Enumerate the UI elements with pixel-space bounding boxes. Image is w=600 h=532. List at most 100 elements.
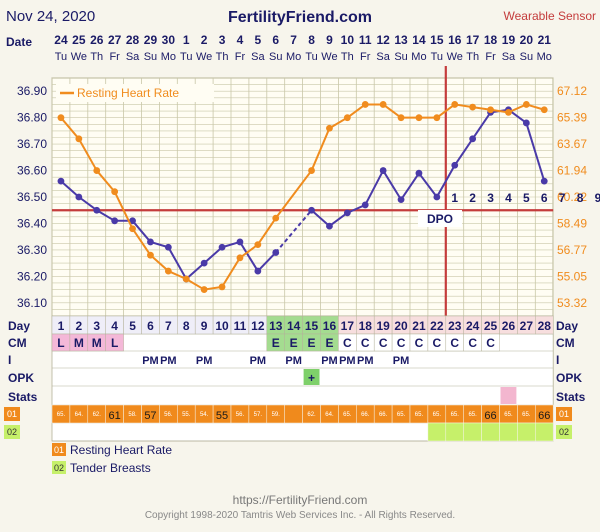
intercourse-value: PM [250, 355, 267, 367]
y-left-tick-label: 36.70 [17, 137, 47, 151]
temperature-segment [328, 212, 348, 227]
heart-rate-value: 55 [216, 410, 228, 422]
weekday-label: Fr [109, 51, 120, 63]
footer-url[interactable]: https://FertilityFriend.com [233, 493, 368, 507]
row-code-box [4, 425, 20, 439]
temperature-point [540, 177, 548, 185]
y-left-tick-label: 36.20 [17, 269, 47, 283]
legend-heart-rate-label: Resting Heart Rate [70, 443, 172, 457]
weekday-label: Th [341, 51, 354, 63]
weekday-label: We [447, 51, 463, 63]
y-left-tick-label: 36.90 [17, 84, 47, 98]
weekday-label: We [321, 51, 337, 63]
date-tick-label: 21 [538, 33, 552, 47]
temperature-segment [167, 246, 188, 280]
cm-value: C [379, 336, 388, 350]
cycle-day-label: 27 [520, 319, 534, 333]
temperature-segment [453, 138, 474, 166]
cycle-day-label: 9 [201, 319, 208, 333]
row-code-label: 02 [7, 427, 17, 437]
cm-value: E [272, 336, 280, 350]
dpo-day-label: 7 [559, 191, 566, 205]
heart-rate-value: 66. [379, 412, 388, 418]
cycle-day-label: 19 [376, 319, 390, 333]
cycle-day-label: 13 [269, 319, 283, 333]
temperature-point [361, 201, 369, 209]
temperature-segment [60, 180, 80, 198]
cycle-day-label: 6 [147, 319, 154, 333]
date-tick-label: 30 [162, 33, 176, 47]
opk-cell [303, 369, 320, 385]
temperature-segment [239, 241, 259, 272]
date-tick-label: 13 [394, 33, 408, 47]
temperature-point [164, 243, 172, 251]
date-tick-label: 2 [201, 33, 208, 47]
temperature-point [111, 217, 119, 225]
cycle-day-label: 11 [234, 319, 247, 333]
heart-rate-point [361, 101, 369, 108]
cycle-day-label: 4 [111, 319, 118, 333]
cycle-day-label: 18 [359, 319, 373, 333]
intercourse-value: PM [357, 355, 374, 367]
cm-value: C [468, 336, 477, 350]
heart-rate-segment [328, 116, 348, 130]
heart-rate-segment [185, 278, 205, 291]
y-right-tick-label: 58.49 [557, 216, 587, 230]
heart-rate-segment [310, 127, 331, 171]
weekday-label: Sa [376, 51, 390, 63]
heart-rate-point [200, 286, 208, 293]
temperature-segment [257, 251, 277, 272]
cycle-day-label: 2 [76, 319, 83, 333]
intercourse-value: PM [160, 355, 177, 367]
heart-rate-value: 56. [164, 412, 173, 418]
y-right-tick-label: 65.39 [557, 111, 587, 125]
site-title[interactable]: FertilityFriend.com [228, 9, 372, 26]
y-right-tick-label: 67.12 [557, 84, 587, 98]
heart-rate-point [111, 188, 119, 196]
date-tick-label: 8 [308, 33, 315, 47]
row-code-box [4, 407, 20, 421]
heart-rate-segment [60, 117, 80, 140]
weekday-label: Tu [431, 51, 443, 63]
heart-rate-value: 65. [343, 412, 352, 418]
temperature-segment [185, 262, 205, 280]
cm-value: C [343, 336, 352, 350]
temperature-segment [364, 170, 385, 206]
heart-rate-segment [113, 191, 134, 230]
heart-rate-value: 62. [307, 412, 316, 418]
heart-rate-point [415, 114, 423, 122]
tender-breasts-cell [517, 422, 536, 442]
heart-rate-point [218, 283, 226, 291]
footer-copyright: Copyright 1998-2020 Tamtris Web Services… [145, 510, 455, 521]
date-tick-label: 27 [108, 33, 122, 47]
weekday-label: We [196, 51, 212, 63]
date-row-label: Date [6, 35, 32, 49]
row-code-box-right [556, 425, 572, 439]
temperature-point [433, 193, 441, 201]
y-left-tick-label: 36.50 [17, 190, 47, 204]
temperature-point [218, 243, 226, 251]
chart-lines [52, 66, 554, 424]
dpo-day-label: 3 [487, 191, 494, 205]
cycle-day-label: 21 [412, 319, 426, 333]
temperature-point [75, 193, 83, 201]
temperature-point [308, 206, 315, 214]
date-tick-label: 1 [183, 33, 190, 47]
date-tick-label: 9 [326, 33, 333, 47]
heart-rate-value: 65. [415, 412, 424, 418]
heart-rate-value: 64. [75, 412, 84, 418]
cm-value: C [361, 336, 370, 350]
y-left-tick-label: 36.80 [17, 111, 47, 125]
heart-rate-value: 65. [451, 412, 460, 418]
row-label-stats: Stats [8, 390, 38, 404]
heart-rate-value: 66 [484, 410, 496, 422]
temperature-segment [96, 209, 116, 222]
temperature-point [254, 267, 262, 275]
weekday-label: Mo [537, 51, 552, 63]
heart-rate-value: 66. [361, 412, 370, 418]
heart-rate-point [75, 135, 83, 143]
heart-rate-point [469, 103, 477, 111]
heart-rate-point [308, 167, 315, 174]
cm-value: C [415, 336, 424, 350]
dpo-day-label: 2 [469, 191, 476, 205]
